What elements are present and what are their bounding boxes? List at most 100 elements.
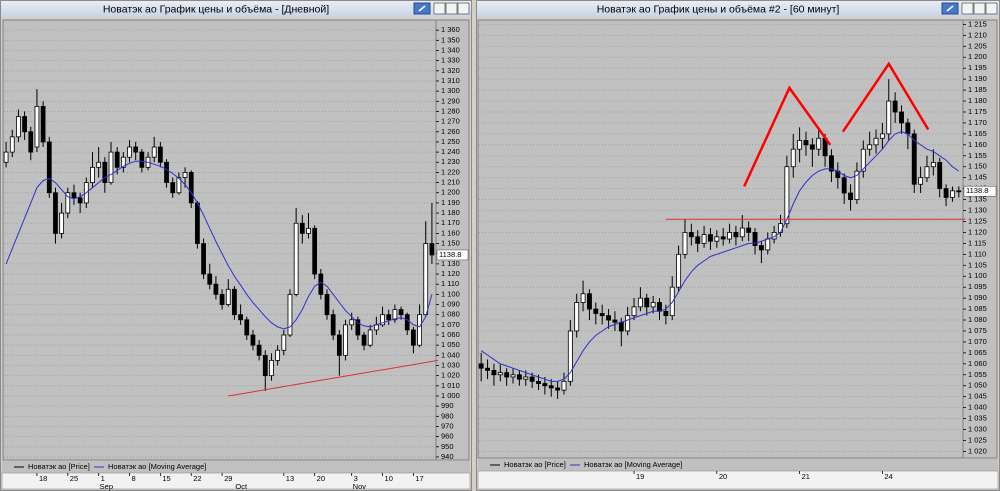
candle-body	[542, 383, 548, 387]
x-month-label: Sep	[100, 482, 113, 491]
close-button[interactable]	[457, 2, 470, 15]
y-tick-label: 1 185	[968, 85, 987, 94]
candle-body	[956, 190, 962, 193]
candle-body	[151, 146, 157, 158]
candle-body	[417, 314, 422, 346]
candle-body	[536, 380, 541, 384]
candle-body	[195, 202, 200, 244]
candle-body	[497, 372, 503, 376]
candle-body	[367, 329, 373, 346]
candle-body	[790, 148, 796, 168]
maximize-button[interactable]	[973, 2, 986, 15]
trend-line	[228, 359, 439, 397]
candle-body	[758, 245, 764, 251]
candle-body	[676, 253, 682, 288]
y-tick-label: 1 040	[441, 350, 460, 359]
candle-body	[873, 137, 879, 146]
y-tick-label: 1 090	[968, 293, 987, 302]
x-tick-label: 1	[101, 474, 105, 483]
y-tick-label: 1 070	[968, 337, 987, 346]
candle-body	[599, 313, 605, 317]
y-tick-label: 1 075	[968, 326, 987, 335]
candle-body	[663, 310, 669, 317]
candle-body	[797, 140, 803, 150]
candle-body	[9, 136, 15, 153]
candle-body	[899, 111, 904, 124]
legend-label: Новатэк ао [Moving Average]	[108, 462, 206, 471]
last-price-box	[436, 249, 469, 261]
y-tick-label: 1 080	[968, 315, 987, 324]
candle-body	[924, 166, 930, 179]
candle-body	[879, 133, 885, 139]
candle-body	[485, 367, 490, 371]
y-tick-label: 1 320	[441, 66, 460, 75]
y-tick-label: 1 260	[441, 127, 460, 136]
candle-body	[120, 156, 126, 168]
last-price-box	[963, 185, 997, 197]
y-tick-label: 1 250	[441, 137, 460, 146]
close-button[interactable]	[985, 2, 998, 15]
candle-body	[207, 273, 213, 285]
y-tick-label: 1 330	[441, 56, 460, 65]
y-tick-label: 1 155	[968, 151, 987, 160]
candle-body	[3, 151, 9, 163]
y-tick-label: 1 030	[968, 425, 987, 434]
y-tick-label: 980	[441, 411, 454, 420]
y-tick-label: 1 165	[968, 129, 987, 138]
pin-icon	[946, 5, 954, 12]
candle-body	[355, 319, 361, 336]
y-tick-label: 1 130	[441, 259, 460, 268]
candle-body	[529, 376, 535, 382]
candle-body	[816, 137, 822, 150]
y-tick-label: 1 205	[968, 41, 987, 50]
y-tick-label: 1 000	[441, 391, 460, 400]
x-tick-label: 3	[354, 474, 358, 483]
candle-body	[688, 232, 694, 238]
candle-body	[612, 319, 618, 323]
candle-body	[803, 140, 809, 146]
y-tick-label: 1 035	[968, 414, 987, 423]
y-tick-label: 940	[441, 452, 454, 461]
x-tick-label: 20	[317, 474, 325, 483]
x-tick-label: 24	[884, 472, 892, 481]
candle-body	[262, 354, 268, 377]
candle-body	[330, 314, 336, 336]
candle-body	[778, 223, 783, 233]
candle-body	[22, 116, 27, 133]
candle-body	[40, 105, 46, 143]
y-tick-label: 1 100	[968, 271, 987, 280]
candle-body	[164, 161, 169, 183]
y-tick-label: 1 220	[441, 167, 460, 176]
candle-body	[188, 172, 194, 204]
y-tick-label: 1 160	[441, 228, 460, 237]
candle-body	[343, 324, 348, 356]
candle-body	[860, 148, 866, 172]
candle-body	[281, 334, 287, 351]
y-tick-label: 1 135	[968, 195, 987, 204]
y-tick-label: 1 230	[441, 157, 460, 166]
minimize-button[interactable]	[961, 2, 974, 15]
candle-body	[411, 329, 416, 346]
candle-body	[657, 302, 662, 312]
candle-body	[250, 334, 256, 346]
minimize-button[interactable]	[433, 2, 446, 15]
candle-body	[650, 302, 656, 308]
maximize-button[interactable]	[445, 2, 458, 15]
y-tick-label: 1 020	[968, 446, 987, 455]
y-tick-label: 1 290	[441, 96, 460, 105]
candle-body	[548, 385, 554, 389]
x-month-label: Oct	[235, 482, 248, 491]
candle-body	[244, 319, 250, 336]
candle-body	[593, 308, 599, 314]
candle-body	[287, 293, 293, 336]
candle-body	[269, 360, 274, 377]
candle-body	[784, 166, 790, 225]
y-tick-label: 1 200	[968, 52, 987, 61]
candle-body	[299, 222, 305, 234]
candle-body	[746, 227, 752, 233]
candle-body	[644, 297, 650, 308]
y-tick-label: 1 090	[441, 300, 460, 309]
y-tick-label: 1 180	[441, 208, 460, 217]
